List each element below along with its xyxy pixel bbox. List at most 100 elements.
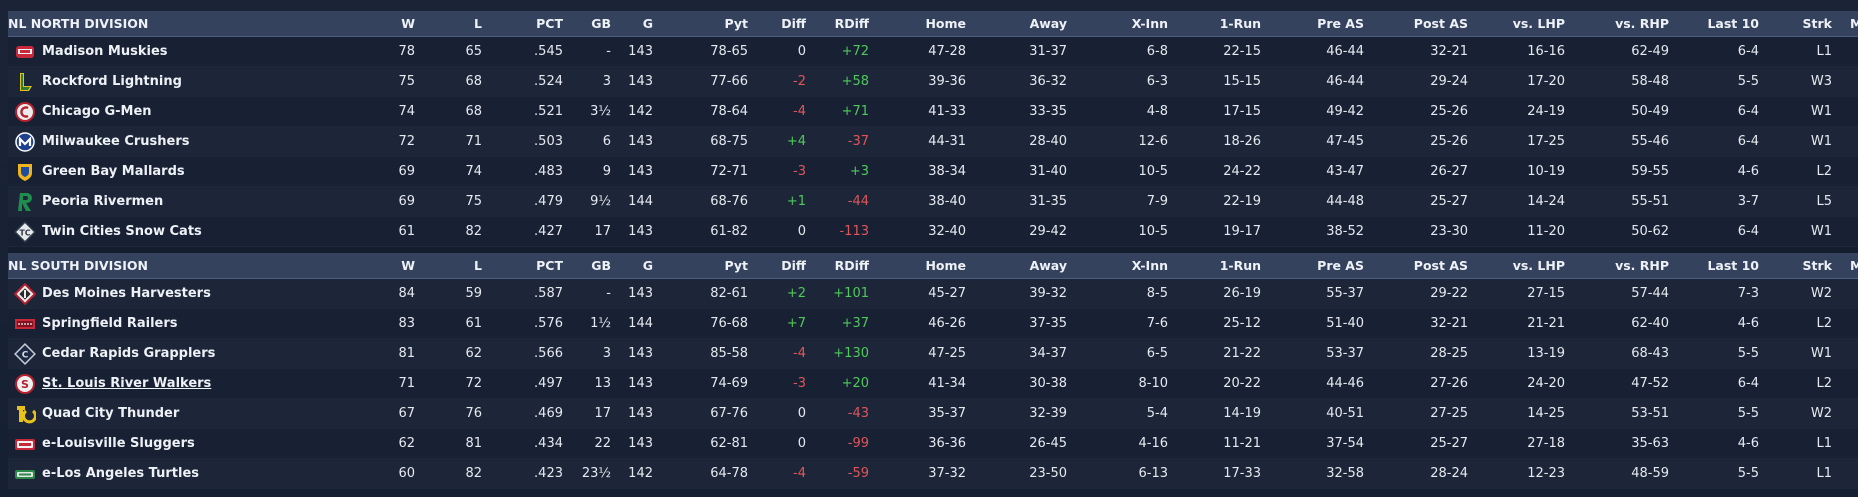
column-header-vs-rhp[interactable]: vs. RHP [1565,11,1669,37]
team-name-link[interactable]: Milwaukee Crushers [42,134,190,149]
cell-pct: .483 [482,156,563,187]
column-header-x-inn[interactable]: X-Inn [1067,253,1168,279]
team-name-link[interactable]: Madison Muskies [42,44,168,59]
standings-body: NL NORTH DIVISION W L PCT GB G Pyt Diff RDiff Hom… [8,11,1858,489]
cell-last-10: 4-6 [1669,308,1759,339]
column-header-rdiff[interactable]: RDiff [806,253,869,279]
springfield-railers-logo [14,313,36,335]
cell-magic-number [1832,186,1858,217]
cell-last-10: 7-3 [1669,278,1759,309]
cell-home: 45-27 [869,278,966,309]
team-name-link[interactable]: e-Louisville Sluggers [42,436,195,451]
column-header-last-10[interactable]: Last 10 [1669,253,1759,279]
column-header-post-as[interactable]: Post AS [1364,11,1468,37]
cell-gb: 13 [563,368,611,399]
column-header-l[interactable]: L [415,253,482,279]
team-name-link[interactable]: Cedar Rapids Grapplers [42,346,216,361]
team-name-link[interactable]: Rockford Lightning [42,74,182,89]
column-header-pct[interactable]: PCT [482,11,563,37]
cell-magic-number [1832,216,1858,247]
division-name: NL SOUTH DIVISION [8,253,365,279]
column-header-vs-lhp[interactable]: vs. LHP [1468,253,1565,279]
team-row[interactable]: Peoria Rivermen 69 75.479 9½ 144 68-76 +1 -44 38… [8,186,1858,217]
cell-l: 59 [415,278,482,309]
team-name-link[interactable]: e-Los Angeles Turtles [42,466,199,481]
team-name-link[interactable]: Quad City Thunder [42,406,180,421]
team-name-link[interactable]: Des Moines Harvesters [42,286,211,301]
column-header-g[interactable]: G [611,11,653,37]
column-header-last-10[interactable]: Last 10 [1669,11,1759,37]
team-row[interactable]: Milwaukee Crushers 72 71.503 6 143 68-75 +4 -37… [8,126,1858,157]
team-name-link[interactable]: Green Bay Mallards [42,164,185,179]
cell-w: 67 [365,398,415,429]
column-header-away[interactable]: Away [966,253,1067,279]
column-header-x-inn[interactable]: X-Inn [1067,11,1168,37]
cell-pyt: 85-58 [653,338,748,369]
column-header-pyt[interactable]: Pyt [653,253,748,279]
cell-pyt: 64-78 [653,458,748,489]
team-row[interactable]: Rockford Lightning 75 68.524 3 143 77-66 -2 +58… [8,66,1858,97]
cell-post-as: 29-24 [1364,66,1468,97]
team-name-link[interactable]: Peoria Rivermen [42,194,164,209]
column-header-pre-as[interactable]: Pre AS [1261,253,1364,279]
team-row[interactable]: Springfield Railers 83 61.576 1½ 144 76-68 +7 +… [8,308,1858,339]
cell-pct: .503 [482,126,563,157]
column-header-streak[interactable]: Strk [1759,253,1832,279]
team-row[interactable]: TC Twin Cities Snow Cats 61 82.427 17 143 61-8… [8,216,1858,247]
column-header-w[interactable]: W [365,253,415,279]
team-name-link[interactable]: Springfield Railers [42,316,178,331]
column-header-w[interactable]: W [365,11,415,37]
column-header-magic-number[interactable]: Magic# [1832,11,1858,37]
cell-away: 34-37 [966,338,1067,369]
cell-rdiff: -99 [806,428,869,459]
cell-magic-number [1832,398,1858,429]
column-header-streak[interactable]: Strk [1759,11,1832,37]
team-row[interactable]: Quad City Thunder 67 76.469 17 143 67-76 0 -43 3… [8,398,1858,429]
column-header-diff[interactable]: Diff [748,253,806,279]
team-row[interactable]: e-Louisville Sluggers 62 81.434 22 143 62-81 0… [8,428,1858,459]
team-cell: Des Moines Harvesters [8,278,365,309]
cell-streak: L2 [1759,368,1832,399]
column-header-pct[interactable]: PCT [482,253,563,279]
column-header-rdiff[interactable]: RDiff [806,11,869,37]
team-row[interactable]: Madison Muskies 78 65.545-143 78-65 0 +72 47-2… [8,36,1858,67]
column-header-post-as[interactable]: Post AS [1364,253,1468,279]
team-row[interactable]: Green Bay Mallards 69 74.483 9 143 72-71 -3 +3 3… [8,156,1858,187]
column-header-g[interactable]: G [611,253,653,279]
column-header-gb[interactable]: GB [563,253,611,279]
column-header-vs-rhp[interactable]: vs. RHP [1565,253,1669,279]
cell-home: 44-31 [869,126,966,157]
column-header-pyt[interactable]: Pyt [653,11,748,37]
cell-away: 33-35 [966,96,1067,127]
column-header-home[interactable]: Home [869,11,966,37]
cell-w: 61 [365,216,415,247]
cell-pyt: 82-61 [653,278,748,309]
cell-one-run: 25-12 [1168,308,1261,339]
division-gap-cell [8,246,1858,253]
team-name-link[interactable]: Twin Cities Snow Cats [42,224,202,239]
column-header-l[interactable]: L [415,11,482,37]
team-row[interactable]: C Cedar Rapids Grapplers 81 62.566 3 143 85-58… [8,338,1858,369]
cell-post-as: 23-30 [1364,216,1468,247]
team-name-link[interactable]: Chicago G-Men [42,104,152,119]
column-header-diff[interactable]: Diff [748,11,806,37]
cell-last-10: 6-4 [1669,216,1759,247]
column-header-gb[interactable]: GB [563,11,611,37]
cell-magic-number [1832,368,1858,399]
column-header-magic-number[interactable]: Magic# [1832,253,1858,279]
cell-pre-as: 40-51 [1261,398,1364,429]
team-row[interactable]: Chicago G-Men 74 68.521 3½ 142 78-64 -4 +71 41-3… [8,96,1858,127]
column-header-away[interactable]: Away [966,11,1067,37]
cell-vs-lhp: 16-16 [1468,36,1565,67]
cell-last-10: 6-4 [1669,126,1759,157]
team-row[interactable]: Des Moines Harvesters 84 59.587-143 82-61 +2… [8,278,1858,309]
team-name-link[interactable]: St. Louis River Walkers [42,376,212,391]
column-header-one-run[interactable]: 1-Run [1168,253,1261,279]
cell-vs-rhp: 62-49 [1565,36,1669,67]
team-row[interactable]: e-Los Angeles Turtles 60 82.423 23½ 142 64-78… [8,458,1858,489]
column-header-home[interactable]: Home [869,253,966,279]
column-header-pre-as[interactable]: Pre AS [1261,11,1364,37]
team-row[interactable]: S St. Louis River Walkers 71 72.497 13 143 74-… [8,368,1858,399]
column-header-vs-lhp[interactable]: vs. LHP [1468,11,1565,37]
column-header-one-run[interactable]: 1-Run [1168,11,1261,37]
